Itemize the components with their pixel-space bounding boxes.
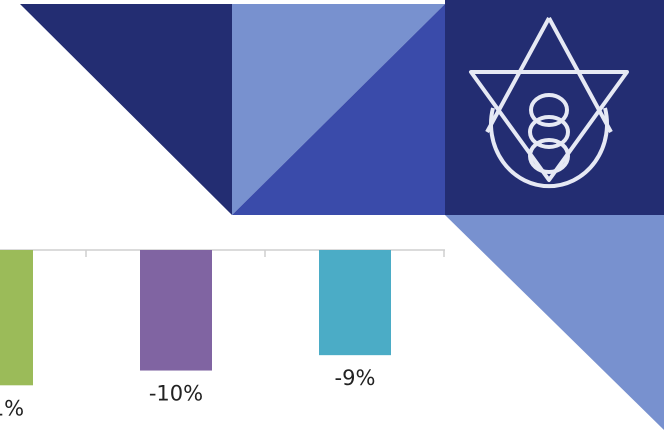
bar-0 [0,250,33,386]
deco-logo-panel [445,0,664,215]
chart-data-labels: -11% -10% -9% [0,366,375,420]
chart-bars [0,250,391,386]
emblem-logo-icon [469,17,629,189]
deco-royal-triangle [232,4,445,215]
bar-value-label-2: -9% [335,366,376,390]
deco-periwinkle-triangle-bottom [445,215,664,430]
bar-value-label-0: -11% [0,396,24,420]
axis-ticks [85,250,445,257]
deco-navy-triangle [20,4,232,215]
bar-value-label-1: -10% [149,382,203,406]
bar-1 [140,250,212,371]
bar-2 [319,250,391,356]
